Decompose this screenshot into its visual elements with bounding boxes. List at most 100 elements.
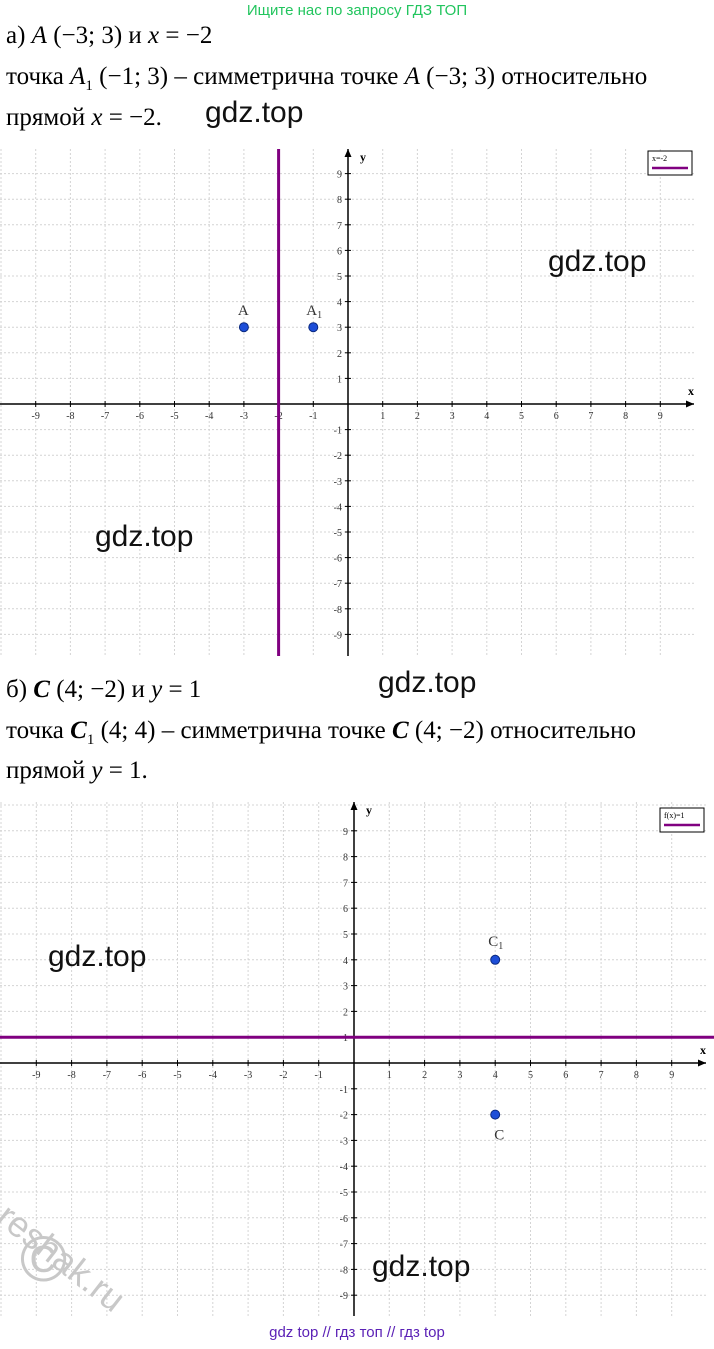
x-tick-label: 6 [563, 1070, 568, 1081]
y-tick-label: -9 [340, 1291, 348, 1302]
x-tick-label: -1 [315, 1070, 323, 1081]
part-b-image-point: C [70, 717, 87, 744]
part-b-line-value: = 1 [168, 676, 202, 703]
x-axis-arrow-icon [698, 1059, 706, 1067]
part-b-relative: относительно [490, 717, 636, 744]
x-tick-label: 7 [588, 411, 593, 422]
part-a-line-value: = −2 [165, 22, 213, 49]
search-hint-link[interactable]: Ищите нас по запросу ГДЗ ТОП [246, 2, 468, 19]
y-tick-label: 3 [337, 323, 342, 334]
part-b-statement: точка C1 (4; 4) – симметрична точке C (4… [6, 717, 636, 749]
y-tick-label: 6 [337, 246, 342, 257]
part-b-heading: б) C (4; −2) и y = 1 [6, 676, 201, 704]
y-tick-label: 6 [343, 904, 348, 915]
x-tick-label: -2 [279, 1070, 287, 1081]
y-tick-label: 2 [343, 1007, 348, 1018]
y-tick-label: -7 [340, 1240, 348, 1251]
y-tick-label: 8 [343, 853, 348, 864]
point-label: C [494, 1128, 504, 1144]
point-marker [308, 322, 319, 333]
x-tick-label: 9 [669, 1070, 674, 1081]
y-tick-label: -2 [334, 451, 342, 462]
y-tick-label: -2 [340, 1111, 348, 1122]
x-tick-label: -4 [209, 1070, 217, 1081]
legend-box [647, 150, 693, 176]
part-a-orig-coords: (−3; 3) [426, 63, 496, 90]
x-tick-label: -4 [205, 411, 213, 422]
x-tick-label: 7 [599, 1070, 604, 1081]
y-tick-label: 2 [337, 349, 342, 360]
part-a-label: а) [6, 22, 26, 49]
point-label: A [238, 303, 249, 319]
y-tick-label: 9 [343, 827, 348, 838]
x-tick-label: -5 [173, 1070, 181, 1081]
part-b-conj: и [131, 676, 145, 703]
watermark-gdz: gdz.top [372, 1250, 471, 1283]
point-marker [490, 954, 501, 965]
x-tick-label: -7 [103, 1070, 111, 1081]
x-tick-label: -3 [244, 1070, 252, 1081]
part-b-point-coords: (4; −2) [56, 676, 126, 703]
part-a-relative: относительно [501, 63, 648, 90]
y-tick-label: -6 [340, 1214, 348, 1225]
coordinate-plane-b: xy-9-9-8-8-7-7-6-6-5-5-4-4-3-3-2-2-1-111… [0, 802, 714, 1316]
x-tick-label: 5 [519, 411, 524, 422]
y-tick-label: -4 [334, 502, 342, 513]
watermark-gdz: gdz.top [48, 940, 147, 973]
watermark-gdz: gdz.top [95, 520, 194, 553]
coordinate-plane-a: xy-9-9-8-8-7-7-6-6-5-5-4-4-3-3-2-2-1-111… [0, 149, 694, 656]
y-tick-label: -9 [334, 630, 342, 641]
x-tick-label: -8 [66, 411, 74, 422]
watermark-gdz: gdz.top [378, 666, 477, 699]
y-tick-label: 7 [337, 221, 342, 232]
x-tick-label: -9 [32, 411, 40, 422]
copyright-icon: © [20, 1223, 68, 1295]
part-b-orig-coords: (4; −2) [414, 717, 484, 744]
legend-label: x=-2 [652, 154, 667, 163]
part-b-point: C [33, 676, 50, 703]
x-tick-label: -6 [138, 1070, 146, 1081]
y-tick-label: 9 [337, 170, 342, 181]
y-tick-label: 4 [337, 298, 342, 309]
y-tick-label: -8 [340, 1265, 348, 1276]
legend-label: f(x)=1 [664, 811, 685, 820]
x-axis-label: x [700, 1043, 706, 1057]
x-tick-label: -8 [67, 1070, 75, 1081]
x-axis-arrow-icon [686, 400, 694, 408]
x-axis-label: x [688, 384, 694, 398]
x-tick-label: -6 [136, 411, 144, 422]
part-a-orig-point: A [404, 63, 420, 90]
point-label: C1 [488, 934, 503, 952]
y-tick-label: 7 [343, 878, 348, 889]
y-tick-label: -4 [340, 1162, 348, 1173]
y-tick-label: -1 [334, 426, 342, 437]
part-a-statement: точка A1 (−1; 3) – симметрична точке A (… [6, 63, 647, 95]
legend-box [659, 807, 705, 833]
x-tick-label: 3 [457, 1070, 462, 1081]
x-tick-label: 3 [450, 411, 455, 422]
y-tick-label: -7 [334, 579, 342, 590]
y-axis-arrow-icon [350, 802, 358, 810]
x-tick-label: 1 [387, 1070, 392, 1081]
y-tick-label: -5 [340, 1188, 348, 1199]
part-b-label: б) [6, 676, 28, 703]
part-a-point: A [31, 22, 47, 49]
part-b-line-word: прямой [6, 757, 86, 784]
part-b-mid-text: – симметрична точке [161, 717, 386, 744]
x-tick-label: 2 [415, 411, 420, 422]
y-axis-label: y [366, 803, 372, 817]
x-tick-label: -1 [309, 411, 317, 422]
part-a-mid-text: – симметрична точке [174, 63, 399, 90]
watermark-gdz: gdz.top [548, 245, 647, 278]
point-label: A1 [306, 303, 322, 321]
part-a-line-word: прямой [6, 104, 86, 131]
part-a-image-sub: 1 [85, 78, 93, 94]
x-tick-label: 1 [380, 411, 385, 422]
part-b-line-word-var: y [91, 757, 103, 784]
y-tick-label: -3 [340, 1136, 348, 1147]
point-marker [238, 322, 249, 333]
footer-links[interactable]: gdz top // гдз топ // гдз top [269, 1324, 445, 1341]
y-tick-label: -5 [334, 528, 342, 539]
part-a-heading: а) A (−3; 3) и x = −2 [6, 22, 212, 50]
part-b-orig-point: C [391, 717, 409, 744]
